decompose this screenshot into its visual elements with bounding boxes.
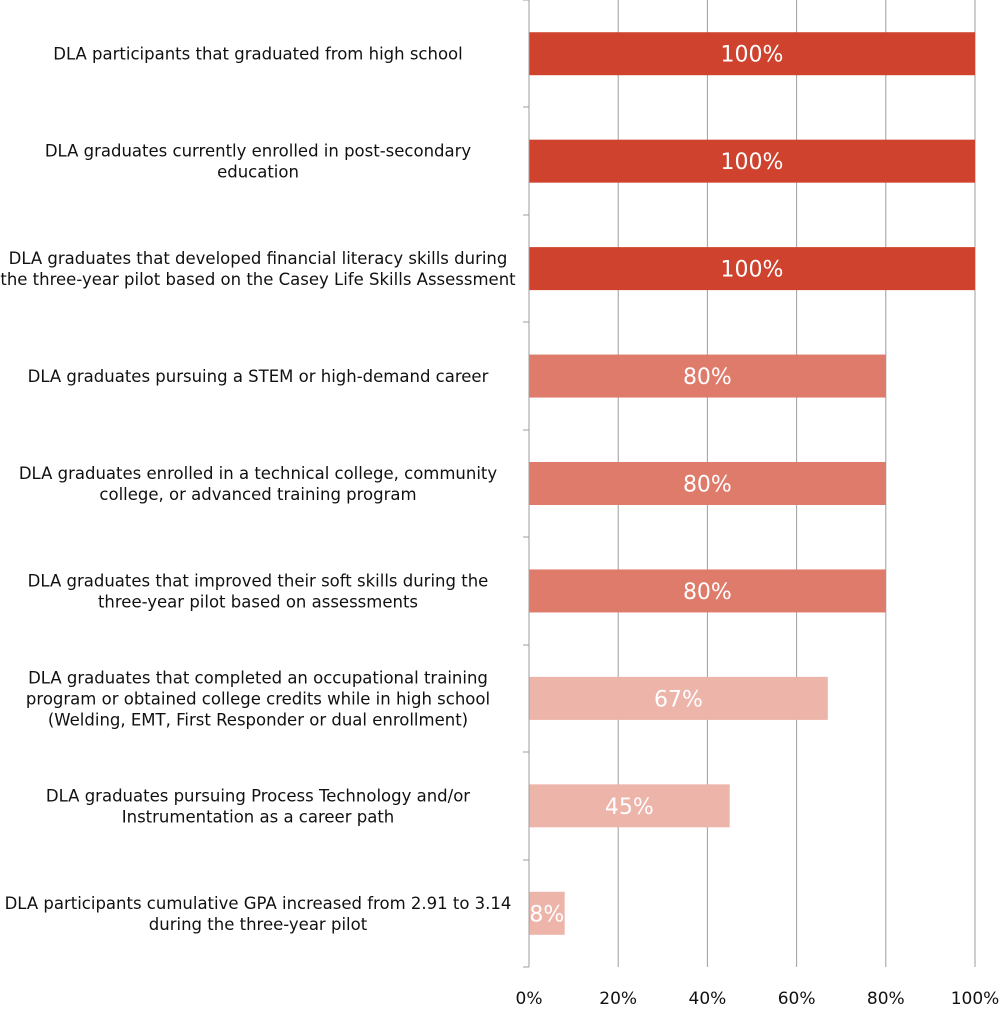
category-label: DLA graduates pursuing Process Technolog… [46,786,470,805]
data-labels: 100% 100% 100% 80% 80% 80% 67% 45% 8% [529,43,783,928]
category-label: DLA graduates currently enrolled in post… [45,142,472,161]
category-label: DLA graduates pursuing a STEM or high-de… [28,367,489,386]
bars [529,32,975,935]
category-label: (Welding, EMT, First Responder or dual e… [48,710,468,729]
bar [529,891,565,935]
bar [529,676,828,720]
category-axis [523,0,530,968]
category-label: three-year pilot based on assessments [98,592,418,611]
category-label: program or obtained college credits whil… [26,689,490,708]
x-tick-label: 20% [599,989,637,1009]
data-label: 67% [654,687,703,712]
category-labels: DLA participants that graduated from hig… [0,45,516,934]
category-label: DLA participants cumulative GPA increase… [5,894,512,913]
data-label: 80% [683,473,732,498]
x-tick-label: 80% [867,989,905,1009]
category-label: college, or advanced training program [99,485,416,504]
category-label: DLA graduates that completed an occupati… [28,668,488,687]
bar [529,354,886,398]
data-label: 8% [529,902,564,927]
category-label: during the three-year pilot [149,915,368,934]
bar [529,247,975,291]
x-tick-label: 100% [951,989,1000,1009]
category-label: DLA participants that graduated from hig… [53,45,463,64]
x-tick-labels: 0% 20% 40% 60% 80% 100% [516,989,1000,1009]
x-tick-label: 0% [516,989,543,1009]
data-label: 100% [721,43,784,68]
data-label: 45% [605,795,654,820]
category-label: Instrumentation as a career path [122,807,395,826]
category-label: DLA graduates that improved their soft s… [28,571,489,590]
data-label: 100% [721,150,784,175]
bar [529,462,886,505]
x-tick-label: 40% [689,989,727,1009]
bar [529,139,975,183]
data-label: 80% [683,580,732,605]
category-label: education [217,163,299,182]
data-label: 100% [721,258,784,283]
category-label: DLA graduates that developed financial l… [9,249,508,268]
bar [529,569,886,613]
category-label: the three-year pilot based on the Casey … [0,270,516,289]
x-tick-label: 60% [778,989,816,1009]
bar [529,784,730,828]
bar [529,32,975,76]
category-label: DLA graduates enrolled in a technical co… [19,464,498,483]
data-label: 80% [683,365,732,390]
